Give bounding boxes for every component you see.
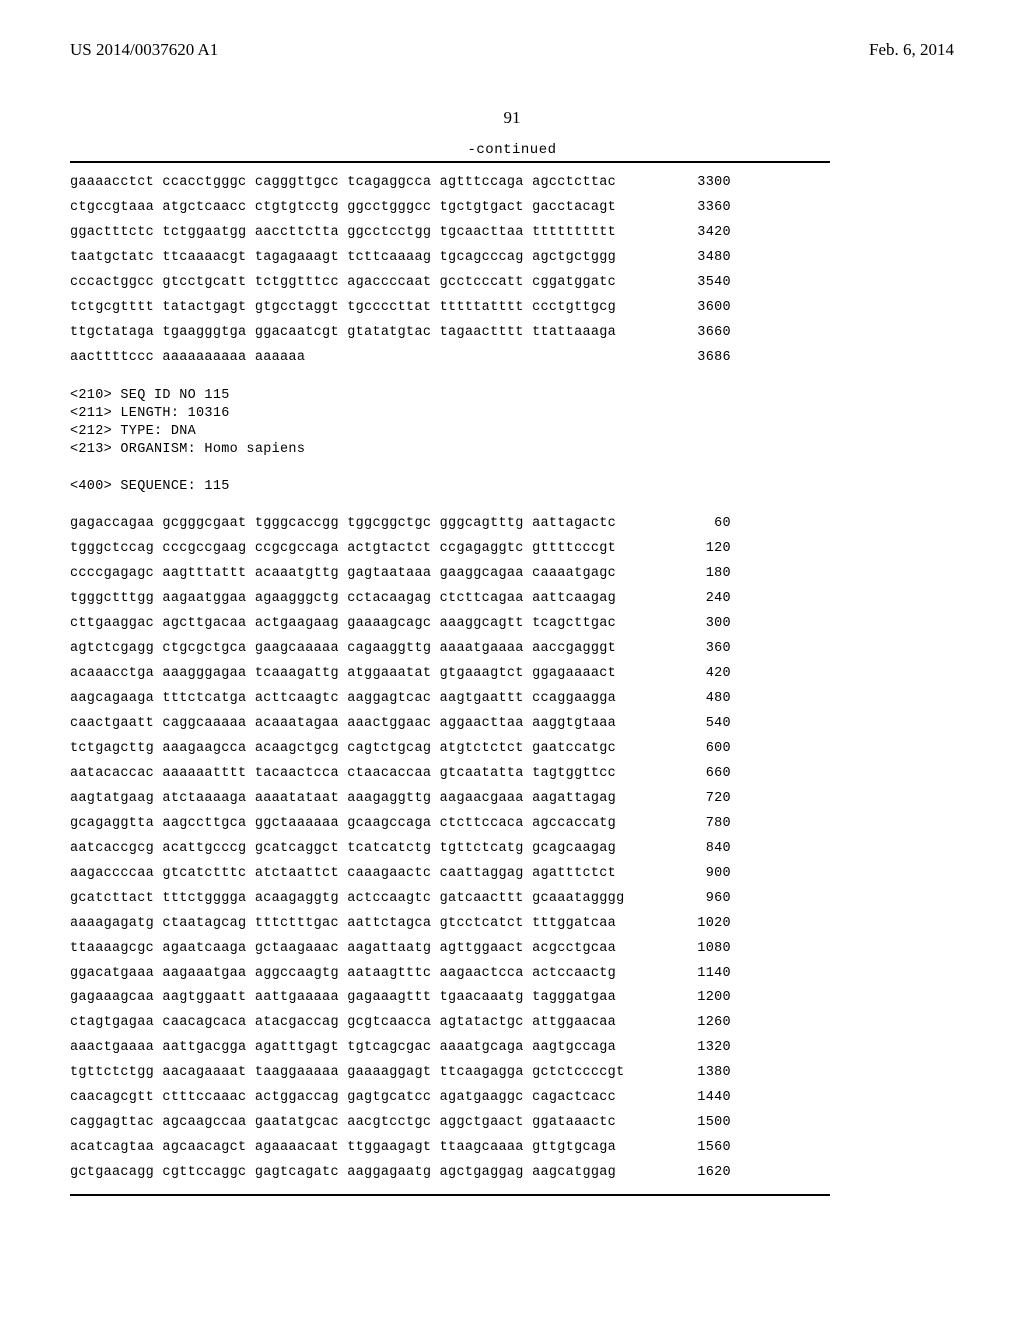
sequence-position: 1320 xyxy=(675,1036,731,1061)
sequence-position: 840 xyxy=(675,837,731,862)
sequence-position: 720 xyxy=(675,787,731,812)
sequence-line: tgggctttgg aagaatggaa agaagggctg cctacaa… xyxy=(70,587,830,612)
sequence-position: 3660 xyxy=(675,321,731,346)
sequence-position: 1620 xyxy=(675,1161,731,1186)
sequence-line: acatcagtaa agcaacagct agaaaacaat ttggaag… xyxy=(70,1136,830,1161)
sequence-position: 3360 xyxy=(675,196,731,221)
sequence-position: 360 xyxy=(675,637,731,662)
metadata-line: <210> SEQ ID NO 115 xyxy=(70,387,830,405)
sequence-115: gagaccagaa gcgggcgaat tgggcaccgg tggcggc… xyxy=(70,512,830,1186)
metadata-line: <212> TYPE: DNA xyxy=(70,423,830,441)
sequence-line: aagtatgaag atctaaaaga aaaatataat aaagagg… xyxy=(70,787,830,812)
sequence-position: 1560 xyxy=(675,1136,731,1161)
sequence-position: 3540 xyxy=(675,271,731,296)
sequence-line: gaaaacctct ccacctgggc cagggttgcc tcagagg… xyxy=(70,171,830,196)
sequence-position: 1260 xyxy=(675,1011,731,1036)
metadata-line: <211> LENGTH: 10316 xyxy=(70,405,830,423)
sequence-line: ggacatgaaa aagaaatgaa aggccaagtg aataagt… xyxy=(70,962,830,987)
sequence-listing-block: gaaaacctct ccacctgggc cagggttgcc tcagagg… xyxy=(70,161,830,1196)
sequence-line: aagaccccaa gtcatctttc atctaattct caaagaa… xyxy=(70,862,830,887)
sequence-position: 1080 xyxy=(675,937,731,962)
sequence-line: tctgcgtttt tatactgagt gtgcctaggt tgcccct… xyxy=(70,296,830,321)
sequence-position: 480 xyxy=(675,687,731,712)
sequence-position: 660 xyxy=(675,762,731,787)
sequence-line: aagcagaaga tttctcatga acttcaagtc aaggagt… xyxy=(70,687,830,712)
metadata-line: <213> ORGANISM: Homo sapiens xyxy=(70,441,830,459)
sequence-line: gcatcttact tttctgggga acaagaggtg actccaa… xyxy=(70,887,830,912)
sequence-position: 3300 xyxy=(675,171,731,196)
sequence-line: tctgagcttg aaagaagcca acaagctgcg cagtctg… xyxy=(70,737,830,762)
sequence-line: aatacaccac aaaaaatttt tacaactcca ctaacac… xyxy=(70,762,830,787)
page-number: 91 xyxy=(70,108,954,128)
sequence-position: 1500 xyxy=(675,1111,731,1136)
sequence-line: acaaacctga aaagggagaa tcaaagattg atggaaa… xyxy=(70,662,830,687)
sequence-position: 1200 xyxy=(675,986,731,1011)
sequence-position: 3686 xyxy=(675,346,731,371)
sequence-position: 180 xyxy=(675,562,731,587)
sequence-position: 420 xyxy=(675,662,731,687)
sequence-line: taatgctatc ttcaaaacgt tagagaaagt tcttcaa… xyxy=(70,246,830,271)
sequence-line: ccccgagagc aagtttattt acaaatgttg gagtaat… xyxy=(70,562,830,587)
publication-number: US 2014/0037620 A1 xyxy=(70,40,218,60)
sequence-position: 3420 xyxy=(675,221,731,246)
sequence-line: aatcaccgcg acattgcccg gcatcaggct tcatcat… xyxy=(70,837,830,862)
sequence-line: cccactggcc gtcctgcatt tctggtttcc agacccc… xyxy=(70,271,830,296)
sequence-line: caactgaatt caggcaaaaa acaaatagaa aaactgg… xyxy=(70,712,830,737)
sequence-line: aaactgaaaa aattgacgga agatttgagt tgtcagc… xyxy=(70,1036,830,1061)
sequence-line: aaaagagatg ctaatagcag tttctttgac aattcta… xyxy=(70,912,830,937)
sequence-continuation: gaaaacctct ccacctgggc cagggttgcc tcagagg… xyxy=(70,171,830,371)
sequence-line: agtctcgagg ctgcgctgca gaagcaaaaa cagaagg… xyxy=(70,637,830,662)
sequence-line: tgggctccag cccgccgaag ccgcgccaga actgtac… xyxy=(70,537,830,562)
sequence-position: 3600 xyxy=(675,296,731,321)
metadata-line: <400> SEQUENCE: 115 xyxy=(70,478,830,496)
sequence-line: ctagtgagaa caacagcaca atacgaccag gcgtcaa… xyxy=(70,1011,830,1036)
sequence-position: 960 xyxy=(675,887,731,912)
sequence-line: aacttttccc aaaaaaaaaa aaaaaa 3686 xyxy=(70,346,830,371)
sequence-position: 600 xyxy=(675,737,731,762)
sequence-position: 3480 xyxy=(675,246,731,271)
sequence-position: 120 xyxy=(675,537,731,562)
sequence-line: ttgctataga tgaagggtga ggacaatcgt gtatatg… xyxy=(70,321,830,346)
sequence-position: 1440 xyxy=(675,1086,731,1111)
sequence-position: 240 xyxy=(675,587,731,612)
sequence-position: 1140 xyxy=(675,962,731,987)
sequence-position: 1380 xyxy=(675,1061,731,1086)
sequence-position: 900 xyxy=(675,862,731,887)
sequence-line: gctgaacagg cgttccaggc gagtcagatc aaggaga… xyxy=(70,1161,830,1186)
sequence-line: gagaaagcaa aagtggaatt aattgaaaaa gagaaag… xyxy=(70,986,830,1011)
sequence-position: 540 xyxy=(675,712,731,737)
sequence-line: caacagcgtt ctttccaaac actggaccag gagtgca… xyxy=(70,1086,830,1111)
sequence-line: ggactttctc tctggaatgg aaccttctta ggcctcc… xyxy=(70,221,830,246)
sequence-position: 1020 xyxy=(675,912,731,937)
sequence-line: gagaccagaa gcgggcgaat tgggcaccgg tggcggc… xyxy=(70,512,830,537)
sequence-line: caggagttac agcaagccaa gaatatgcac aacgtcc… xyxy=(70,1111,830,1136)
sequence-line: cttgaaggac agcttgacaa actgaagaag gaaaagc… xyxy=(70,612,830,637)
sequence-line: tgttctctgg aacagaaaat taaggaaaaa gaaaagg… xyxy=(70,1061,830,1086)
publication-date: Feb. 6, 2014 xyxy=(869,40,954,60)
continued-label: -continued xyxy=(70,142,954,158)
metadata-line xyxy=(70,460,830,478)
sequence-position: 300 xyxy=(675,612,731,637)
sequence-metadata: <210> SEQ ID NO 115<211> LENGTH: 10316<2… xyxy=(70,387,830,496)
sequence-line: ctgccgtaaa atgctcaacc ctgtgtcctg ggcctgg… xyxy=(70,196,830,221)
sequence-position: 780 xyxy=(675,812,731,837)
sequence-position: 60 xyxy=(675,512,731,537)
sequence-line: ttaaaagcgc agaatcaaga gctaagaaac aagatta… xyxy=(70,937,830,962)
sequence-line: gcagaggtta aagccttgca ggctaaaaaa gcaagcc… xyxy=(70,812,830,837)
